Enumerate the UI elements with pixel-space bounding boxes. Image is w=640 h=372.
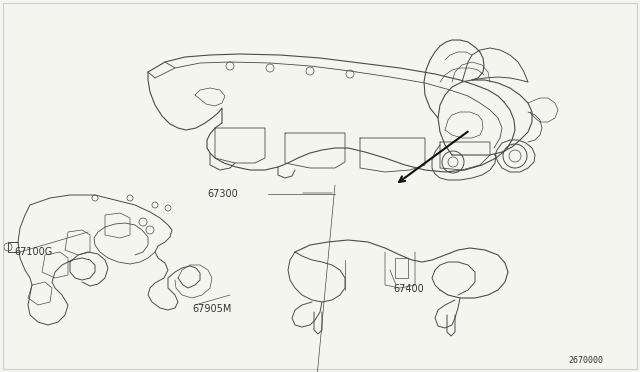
Text: 67400: 67400 bbox=[393, 284, 424, 294]
Text: 67300: 67300 bbox=[207, 189, 237, 199]
Text: 67100G: 67100G bbox=[14, 247, 52, 257]
Text: 2670000: 2670000 bbox=[568, 356, 603, 365]
Text: 67905M: 67905M bbox=[192, 304, 232, 314]
